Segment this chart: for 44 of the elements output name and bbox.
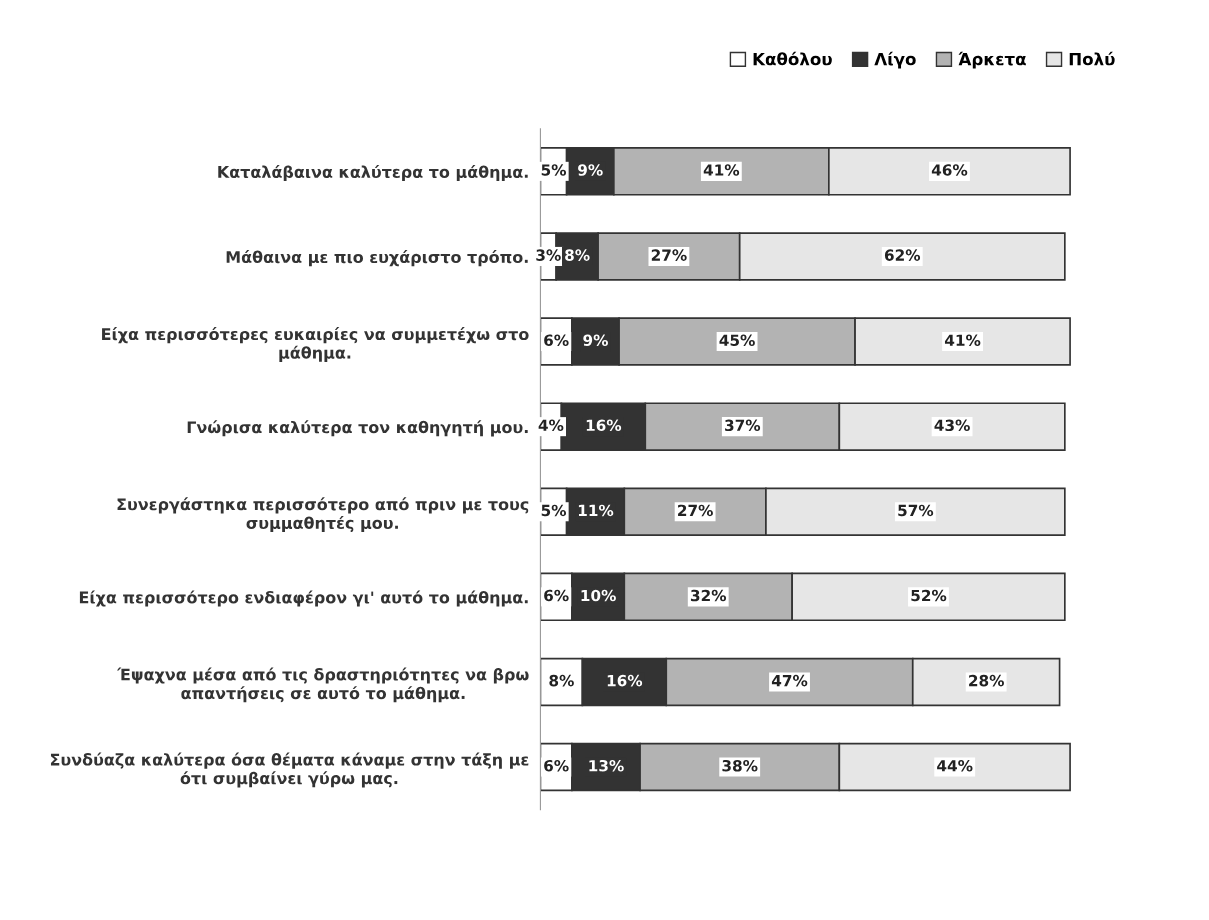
data-label: 47% <box>771 674 808 687</box>
data-label: 28% <box>969 674 1004 687</box>
y-tick-label: Συνδύαζα καλύτερα όσα θέματα κάναμε στην τάξη με ότι συμβαίνει γύρω μας. <box>50 752 529 788</box>
data-label: 46% <box>931 164 968 176</box>
y-tick-label: Έψαχνα μέσα από τις δραστηριότητες να βρω απαντήσεις σε αυτό το μάθημα. <box>116 667 529 703</box>
data-label: 5% <box>541 504 567 517</box>
data-label: 32% <box>690 589 727 602</box>
data-label: 27% <box>678 504 713 517</box>
data-label: 8% <box>549 674 574 687</box>
data-label: 27% <box>651 249 687 261</box>
legend-label: Καθόλου <box>753 51 832 66</box>
data-label: 10% <box>581 589 616 602</box>
data-label: 11% <box>578 504 614 517</box>
data-label: 3% <box>536 249 561 261</box>
y-tick-label: Μάθαινα με πιο ευχάριστο τρόπο. <box>226 250 528 267</box>
y-tick-label: Γνώρισα καλύτερα τον καθηγητή μου. <box>187 420 528 437</box>
legend-label: Πολύ <box>1069 51 1115 66</box>
data-label: 57% <box>898 504 934 517</box>
data-label: 8% <box>565 249 590 261</box>
legend-label: Λίγο <box>874 51 916 69</box>
data-label: 38% <box>722 759 758 772</box>
data-label: 37% <box>725 419 761 432</box>
data-label: 41% <box>944 334 981 346</box>
data-label: 6% <box>544 589 569 602</box>
data-label: 13% <box>589 759 624 772</box>
data-label: 16% <box>586 419 622 432</box>
y-tick-label: Είχα περισσότερες ευκαιρίες να συμμετέχω στο μάθημα. <box>102 327 529 362</box>
data-label: 6% <box>544 759 569 772</box>
legend-label: Άρκετα <box>958 51 1026 69</box>
data-label: 9% <box>578 164 603 176</box>
data-label: 44% <box>937 759 973 772</box>
data-label: 62% <box>884 249 921 261</box>
data-label: 16% <box>607 674 643 687</box>
data-label: 4% <box>538 419 564 432</box>
data-label: 52% <box>911 589 947 602</box>
data-label: 41% <box>703 164 740 176</box>
data-label: 6% <box>544 334 569 346</box>
y-tick-label: Είχα περισσότερο ενδιαφέρον γι' αυτό το μάθημα. <box>79 590 528 607</box>
y-tick-label: Συνεργάστηκα περισσότερο από πριν με τους συμμαθητές μου. <box>117 497 529 533</box>
data-label: 9% <box>583 334 608 346</box>
data-label: 5% <box>541 164 567 176</box>
data-label: 45% <box>719 334 755 346</box>
data-label: 43% <box>934 419 970 432</box>
y-tick-label: Καταλάβαινα καλύτερα το μάθημα. <box>218 164 528 182</box>
